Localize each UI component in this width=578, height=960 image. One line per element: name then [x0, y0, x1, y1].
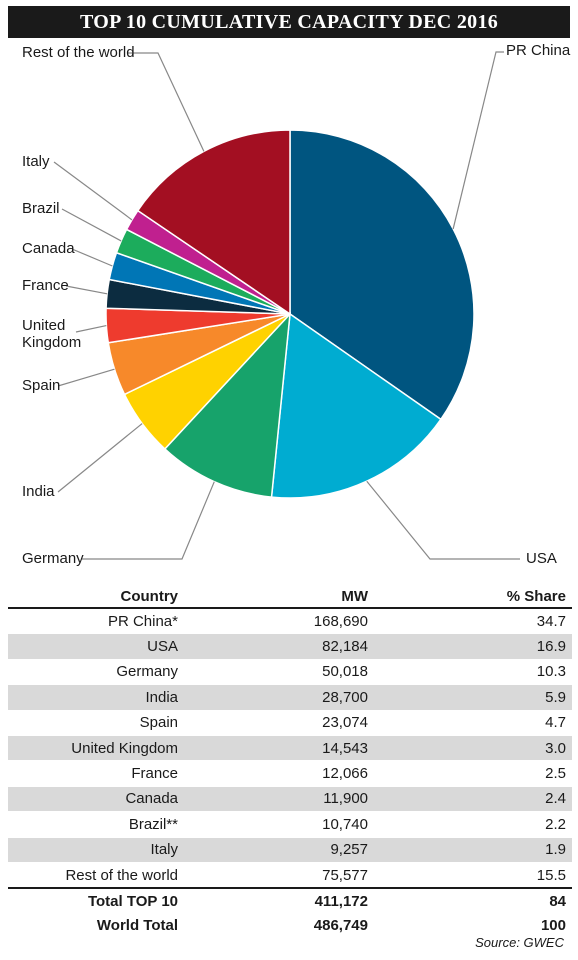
cell-mw: 168,690 [178, 608, 368, 635]
cell-share: 84 [368, 887, 572, 914]
capacity-table: Country MW % Share PR China* 168,690 34.7 U… [8, 588, 572, 938]
cell-country: Rest of the world [8, 862, 178, 889]
slice-label: Brazil [22, 200, 60, 217]
cell-country: Italy [8, 837, 178, 863]
table-row: India 28,700 5.9 [8, 684, 572, 711]
table-row: Spain 23,074 4.7 [8, 710, 572, 736]
cell-share: 2.5 [368, 760, 572, 787]
cell-mw: 82,184 [178, 633, 368, 660]
slice-label: India [22, 483, 55, 500]
slice-label: Germany [22, 550, 84, 567]
leader-line [57, 423, 143, 493]
slice-label: PR China [506, 42, 571, 59]
cell-country: USA [8, 633, 178, 660]
slice-label: Canada [22, 240, 75, 257]
pie-slice-usa [270, 312, 442, 499]
header-mw: MW [178, 588, 368, 609]
leader-line [57, 368, 115, 387]
cell-mw: 28,700 [178, 684, 368, 711]
header-share: % Share [368, 588, 572, 609]
cell-mw: 10,740 [178, 811, 368, 838]
cell-country: Brazil** [8, 811, 178, 838]
leader-line [71, 248, 113, 267]
cell-country: Total TOP 10 [8, 887, 178, 914]
table-row: Germany 50,018 10.3 [8, 659, 572, 686]
table-row: Canada 11,900 2.4 [8, 786, 572, 813]
cell-mw: 11,900 [178, 786, 368, 813]
table-header-row: Country MW % Share [8, 588, 572, 609]
table-row: Italy 9,257 1.9 [8, 837, 572, 863]
cell-mw: 411,172 [178, 887, 368, 914]
cell-country: India [8, 684, 178, 711]
leader-line [128, 52, 205, 152]
leader-line [53, 161, 133, 221]
slice-label: Rest of the world [22, 44, 135, 61]
cell-share: 16.9 [368, 633, 572, 660]
table-row: USA 82,184 16.9 [8, 633, 572, 660]
pie-slice-germany [163, 311, 291, 498]
cell-share: 15.5 [368, 862, 572, 889]
table-row: United Kingdom 14,543 3.0 [8, 735, 572, 762]
cell-mw: 14,543 [178, 735, 368, 762]
slice-label: United Kingdom [22, 317, 81, 351]
pie-chart: PR China USA Germany India Spain United Kingdo… [22, 42, 571, 567]
cell-country: Canada [8, 786, 178, 813]
leader-line [61, 208, 122, 242]
cell-mw: 12,066 [178, 760, 368, 787]
table-row: PR China* 168,690 34.7 [8, 608, 572, 635]
cell-country: United Kingdom [8, 735, 178, 762]
slice-label: USA [526, 550, 557, 567]
chart-title: TOP 10 CUMULATIVE CAPACITY DEC 2016 [8, 6, 570, 38]
leader-line [452, 51, 504, 230]
total-row: World Total 486,749 100 [8, 914, 572, 938]
cell-country: Germany [8, 659, 178, 686]
table-body: PR China* 168,690 34.7 USA 82,184 16.9 Germany… [8, 608, 572, 938]
cell-country: PR China* [8, 608, 178, 635]
cell-mw: 75,577 [178, 862, 368, 889]
leader-line [366, 480, 520, 560]
cell-share: 1.9 [368, 837, 572, 863]
table-row: France 12,066 2.5 [8, 760, 572, 787]
cell-share: 5.9 [368, 684, 572, 711]
pie-slice-rest-of-the-world [136, 129, 291, 316]
cell-share: 34.7 [368, 608, 572, 635]
leader-line [75, 324, 107, 333]
total-row: Total TOP 10 411,172 84 [8, 887, 572, 914]
table-row: Rest of the world 75,577 15.5 [8, 862, 572, 889]
leader-line [65, 285, 108, 295]
slice-label: Spain [22, 377, 60, 394]
slice-label: Italy [22, 153, 50, 170]
cell-country: France [8, 760, 178, 787]
header-country: Country [8, 588, 178, 609]
cell-share: 2.2 [368, 811, 572, 838]
cell-mw: 486,749 [313, 917, 368, 935]
leader-line [82, 481, 215, 560]
cell-share: 2.4 [368, 786, 572, 813]
table-row: Brazil** 10,740 2.2 [8, 811, 572, 838]
cell-country: World Total [96, 917, 178, 935]
cell-share: 4.7 [368, 710, 572, 736]
cell-mw: 23,074 [178, 710, 368, 736]
cell-share: 10.3 [368, 659, 572, 686]
cell-mw: 9,257 [178, 837, 368, 863]
slice-label: France [22, 277, 69, 294]
pie-slice-pr-china [289, 129, 475, 421]
cell-mw: 50,018 [178, 659, 368, 686]
cell-share: 100 [540, 917, 566, 935]
cell-country: Spain [8, 710, 178, 736]
cell-share: 3.0 [368, 735, 572, 762]
source-note: Source: GWEC [475, 935, 564, 950]
